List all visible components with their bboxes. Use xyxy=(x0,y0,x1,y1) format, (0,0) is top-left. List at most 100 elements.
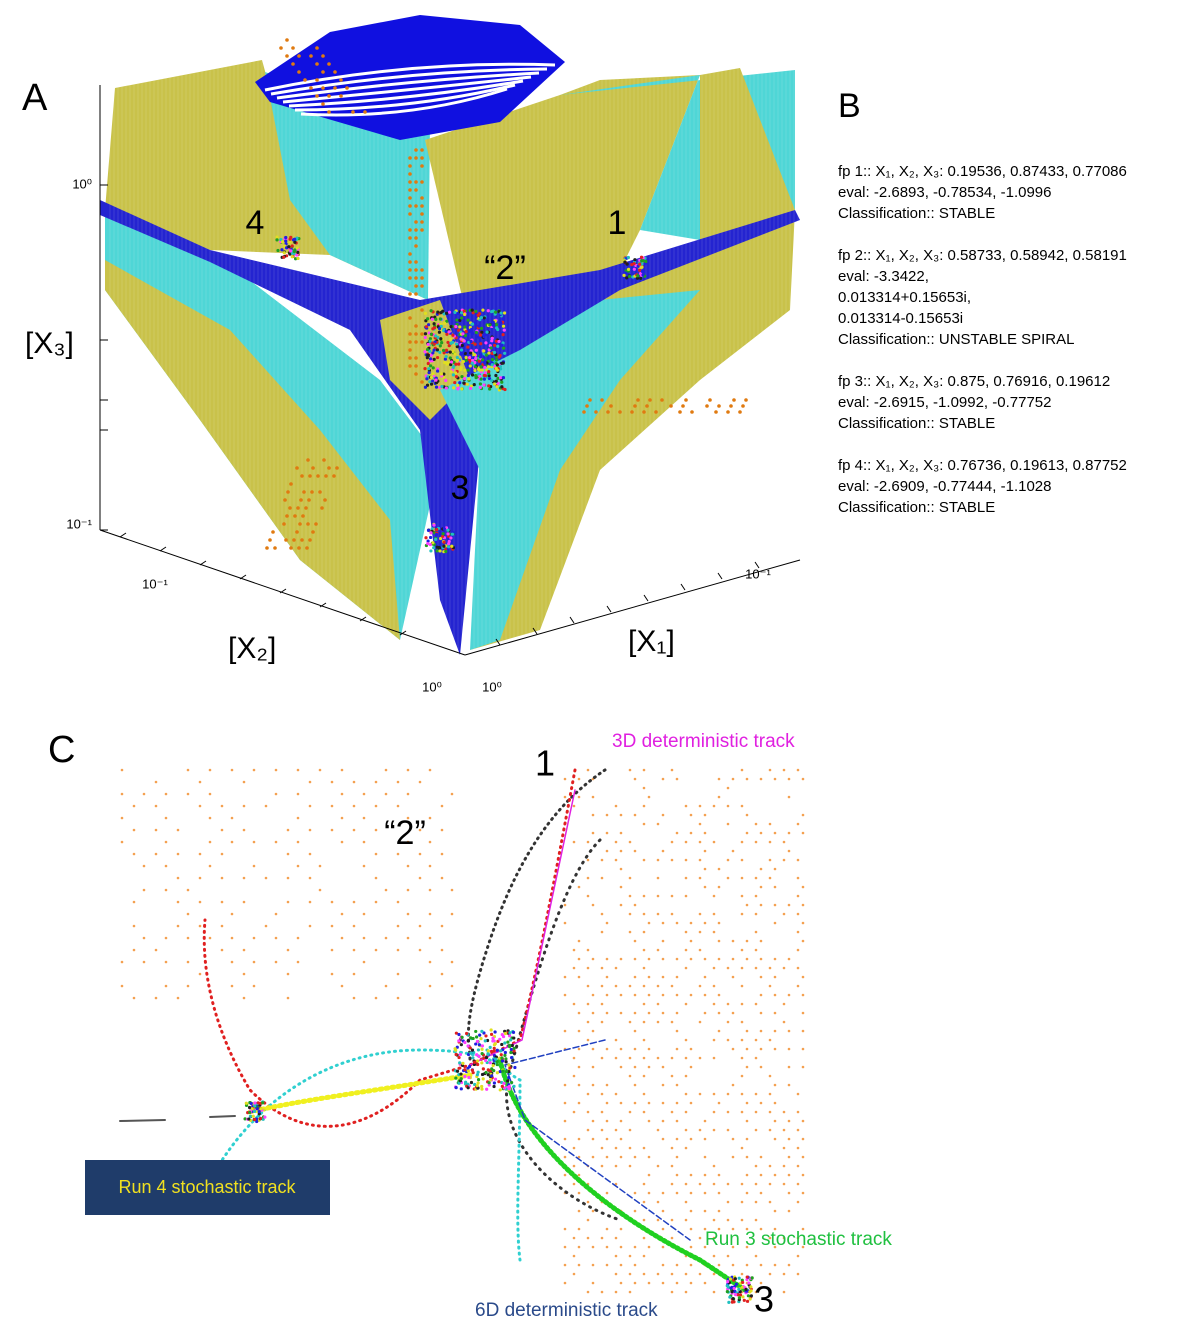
sample-dot xyxy=(699,1273,702,1276)
sample-dot xyxy=(429,961,432,964)
sample-dot xyxy=(755,1255,758,1258)
sample-dot xyxy=(685,1039,688,1042)
sample-dot xyxy=(629,877,632,880)
sample-dot xyxy=(671,1111,674,1114)
trajectory-dot xyxy=(444,379,447,382)
sample-dot xyxy=(307,498,311,502)
sample-dot xyxy=(155,949,158,952)
trajectory-dot xyxy=(638,263,641,266)
sample-dot xyxy=(414,244,418,248)
sample-dot xyxy=(690,1210,693,1213)
sample-dot xyxy=(420,332,424,336)
sample-dot xyxy=(407,769,410,772)
sample-dot xyxy=(601,1237,604,1240)
tick-label: 10⁻¹ xyxy=(745,566,771,581)
sample-dot xyxy=(592,796,595,799)
sample-dot xyxy=(802,778,805,781)
sample-dot xyxy=(375,805,378,808)
trajectory-dot xyxy=(496,363,499,366)
sample-dot xyxy=(699,1183,702,1186)
sample-dot xyxy=(797,877,800,880)
sample-dot xyxy=(414,220,418,224)
sample-dot xyxy=(685,1291,688,1294)
sample-dot xyxy=(643,1183,646,1186)
sample-dot xyxy=(741,1039,744,1042)
sample-dot xyxy=(345,86,349,90)
sample-dot xyxy=(275,769,278,772)
trajectory-dot xyxy=(471,309,474,312)
sample-dot xyxy=(648,398,652,402)
trajectory-dot xyxy=(503,328,506,331)
sample-dot xyxy=(705,404,709,408)
sample-dot xyxy=(704,958,707,961)
trajectory-dot xyxy=(467,1039,470,1042)
sample-dot xyxy=(713,1129,716,1132)
trajectory-dot xyxy=(253,1118,256,1121)
trajectory-dot xyxy=(474,1042,477,1045)
sample-dot xyxy=(774,1264,777,1267)
sample-dot xyxy=(318,490,322,494)
sample-dot xyxy=(231,913,234,916)
trajectory-dot xyxy=(640,256,643,259)
trajectory-dot xyxy=(734,1277,737,1280)
sample-dot xyxy=(606,1048,609,1051)
trajectory-dot xyxy=(490,379,493,382)
sample-dot xyxy=(699,805,702,808)
sample-dot xyxy=(564,1282,567,1285)
trajectory-dot xyxy=(467,1069,470,1072)
trajectory-dot xyxy=(487,351,490,354)
trajectory-dot xyxy=(477,324,480,327)
trajectory-dot xyxy=(479,382,482,385)
trajectory-dot xyxy=(509,1038,512,1041)
sample-dot xyxy=(671,1237,674,1240)
trajectory-dot xyxy=(456,356,459,359)
sample-dot xyxy=(662,1210,665,1213)
trajectory-dot xyxy=(425,377,428,380)
trajectory-dot xyxy=(253,1101,256,1104)
sample-dot xyxy=(587,1021,590,1024)
sample-dot xyxy=(587,1291,590,1294)
sample-dot xyxy=(657,1165,660,1168)
sample-dot xyxy=(331,901,334,904)
fixed-point-coords: fp 3:: X₁, X₂, X₃: 0.875, 0.76916, 0.196… xyxy=(838,373,1110,390)
sample-dot xyxy=(699,1057,702,1060)
sample-dot xyxy=(634,1030,637,1033)
sample-dot xyxy=(601,913,604,916)
trajectory-dot xyxy=(480,1061,483,1064)
sample-dot xyxy=(414,292,418,296)
sample-dot xyxy=(685,1201,688,1204)
sample-dot xyxy=(316,474,320,478)
sample-dot xyxy=(578,1084,581,1087)
trajectory-dot xyxy=(478,360,481,363)
trajectory-dot xyxy=(283,251,286,254)
sample-dot xyxy=(774,886,777,889)
sample-dot xyxy=(397,853,400,856)
trajectory-dot xyxy=(289,238,292,241)
sample-dot xyxy=(429,985,432,988)
sample-dot xyxy=(741,1201,744,1204)
sample-dot xyxy=(375,781,378,784)
sample-dot xyxy=(713,967,716,970)
trajectory-dot xyxy=(427,529,430,532)
sample-dot xyxy=(133,997,136,1000)
sample-dot xyxy=(699,985,702,988)
sample-dot xyxy=(633,404,637,408)
trajectory-dot xyxy=(478,369,481,372)
trajectory-dot xyxy=(484,1034,487,1037)
sample-dot xyxy=(713,1219,716,1222)
trajectory-dot xyxy=(463,1068,466,1071)
sample-dot xyxy=(414,356,418,360)
sample-dot xyxy=(769,841,772,844)
trajectory-dot xyxy=(490,1050,493,1053)
sample-dot xyxy=(314,522,318,526)
axis-line xyxy=(240,575,246,579)
sample-dot xyxy=(615,967,618,970)
sample-dot xyxy=(746,958,749,961)
sample-dot xyxy=(564,904,567,907)
sample-dot xyxy=(732,398,736,402)
trajectory-dot xyxy=(501,1085,504,1088)
sample-dot xyxy=(774,1084,777,1087)
trajectory-dot xyxy=(259,1117,262,1120)
sample-dot xyxy=(708,398,712,402)
sample-dot xyxy=(648,1066,651,1069)
